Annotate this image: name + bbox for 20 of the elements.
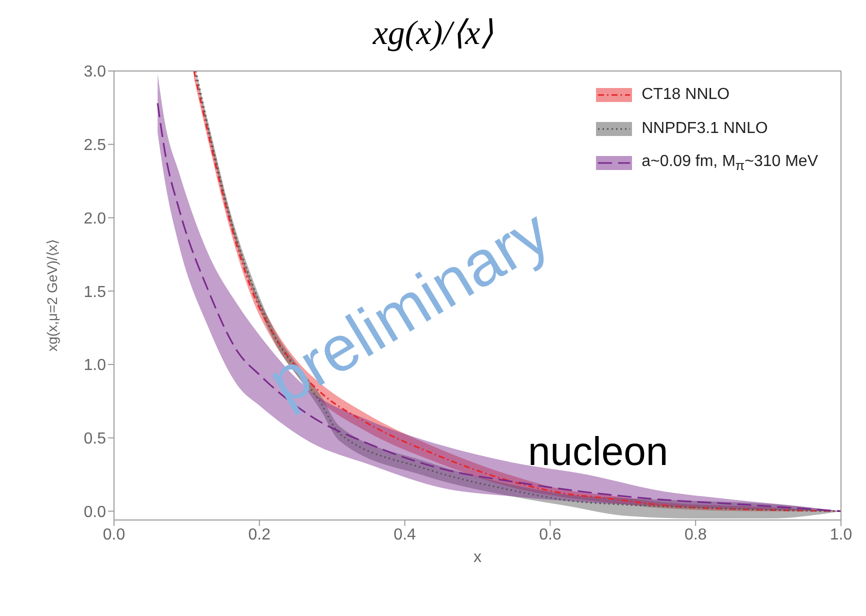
x-tick-label: 0.8 xyxy=(684,526,707,544)
x-tick-label: 0.0 xyxy=(102,526,126,544)
x-tick-label: 0.4 xyxy=(394,526,416,544)
y-tick-label: 1.5 xyxy=(84,284,106,301)
legend-label: CT18 NNLO xyxy=(642,86,730,104)
x-tick-label: 1.0 xyxy=(830,526,852,544)
chart-title: xg(x)/⟨x⟩ xyxy=(372,14,494,54)
y-tick-label: 1.0 xyxy=(84,357,106,374)
x-tick-label: 0.2 xyxy=(248,526,271,544)
y-tick-label: 2.5 xyxy=(84,137,106,154)
y-tick-label: 0.5 xyxy=(84,430,106,448)
legend-label: a~0.09 fm, M$_{π}$~310 MeV xyxy=(642,152,818,174)
x-axis-title: x xyxy=(474,549,482,566)
y-tick-label: 3.0 xyxy=(84,64,106,81)
y-tick-label: 2.0 xyxy=(84,210,106,228)
y-axis-title: xg(x,μ=2 GeV)/⟨x⟩ xyxy=(44,240,60,352)
annotation: nucleon xyxy=(528,430,668,474)
legend-label: NNPDF3.1 NNLO xyxy=(642,120,768,138)
x-tick-label: 0.6 xyxy=(539,526,562,544)
y-tick-label: 0.0 xyxy=(84,504,106,521)
